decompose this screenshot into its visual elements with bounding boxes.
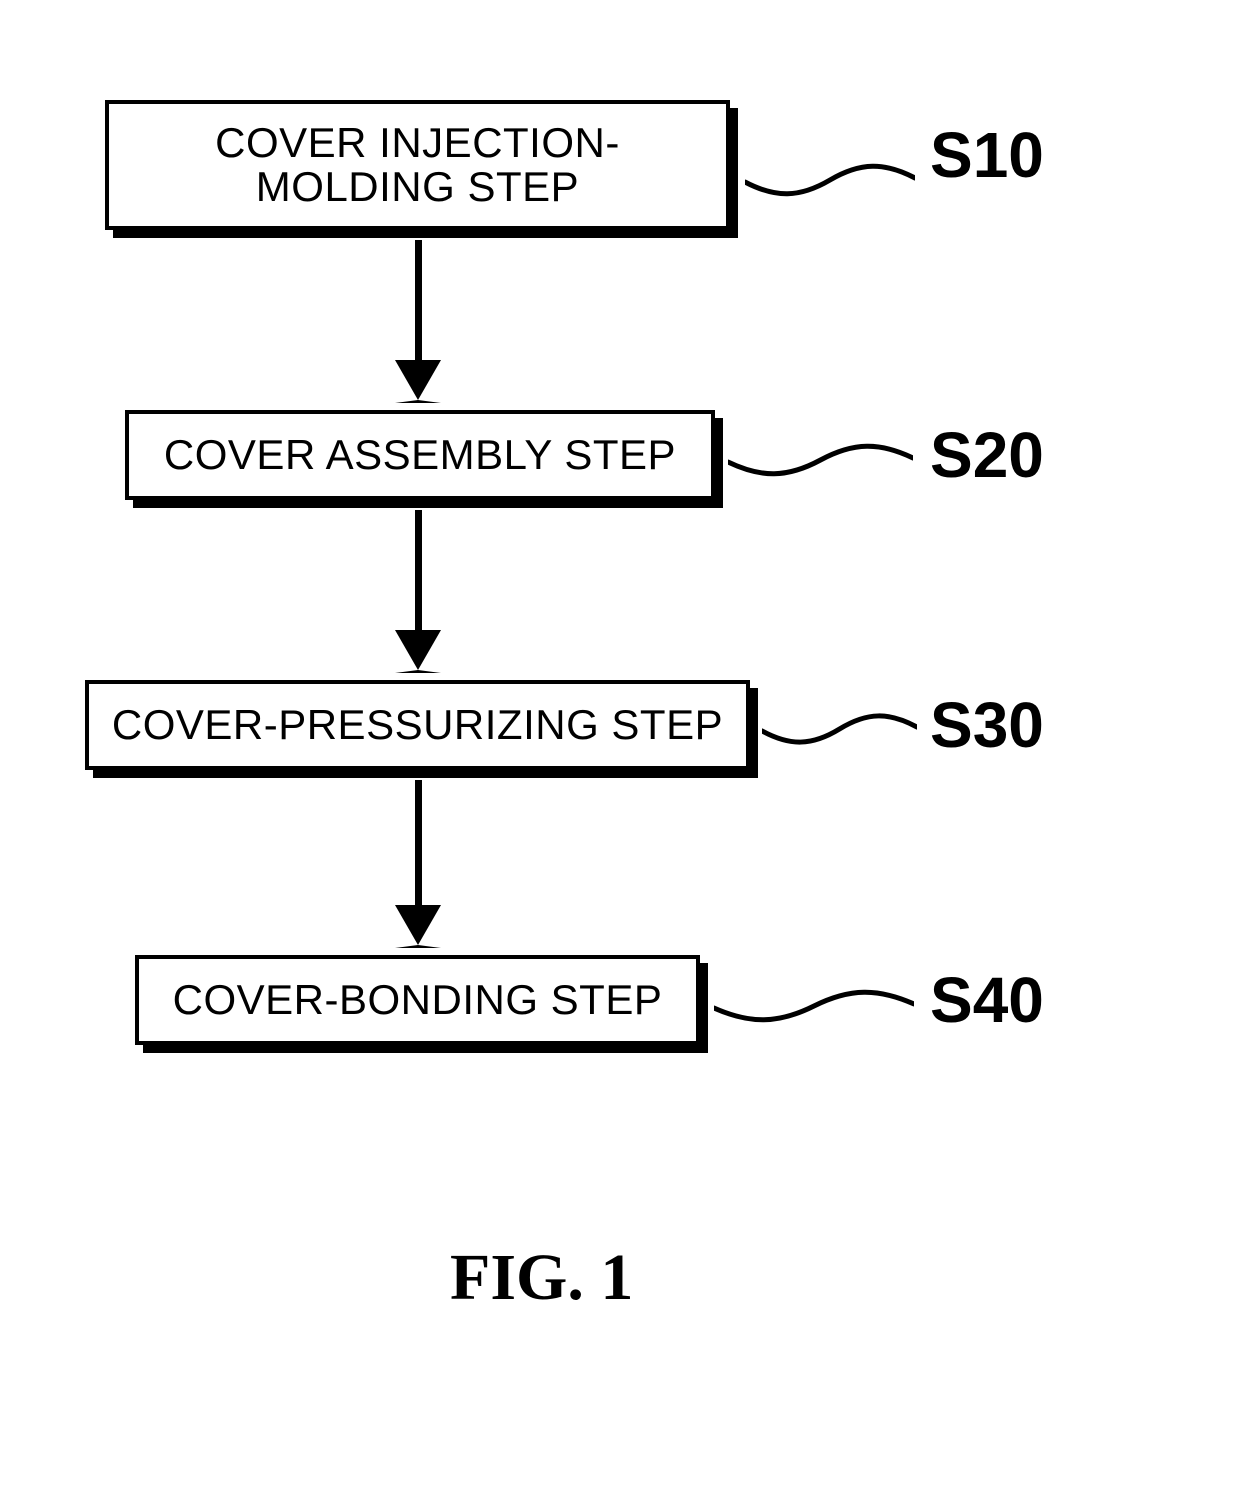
flow-step-s20: COVER ASSEMBLY STEP [125, 410, 715, 500]
flow-step-label: COVER-BONDING STEP [173, 978, 663, 1022]
arrow-line [415, 240, 422, 360]
flow-step-label: COVER ASSEMBLY STEP [164, 433, 676, 477]
diagram-stage: COVER INJECTION- MOLDING STEP S10 COVER AS… [0, 0, 1240, 1490]
flow-step-label: COVER-PRESSURIZING STEP [112, 703, 723, 747]
step-ref-s20: S20 [930, 418, 1044, 492]
arrow-head-icon [395, 630, 441, 673]
leader-line [714, 986, 914, 1026]
figure-caption: FIG. 1 [450, 1240, 633, 1316]
flow-step-label: COVER INJECTION- MOLDING STEP [215, 121, 620, 209]
arrow-line [415, 780, 422, 905]
step-ref-s30: S30 [930, 688, 1044, 762]
leader-line [762, 710, 917, 748]
arrow-head-icon [395, 360, 441, 403]
arrow-head-icon [395, 905, 441, 948]
flow-step-s10: COVER INJECTION- MOLDING STEP [105, 100, 730, 230]
leader-line [745, 160, 915, 200]
flow-step-s30: COVER-PRESSURIZING STEP [85, 680, 750, 770]
arrow-line [415, 510, 422, 630]
step-ref-s10: S10 [930, 118, 1044, 192]
flow-step-s40: COVER-BONDING STEP [135, 955, 700, 1045]
leader-line [728, 440, 913, 480]
step-ref-s40: S40 [930, 963, 1044, 1037]
